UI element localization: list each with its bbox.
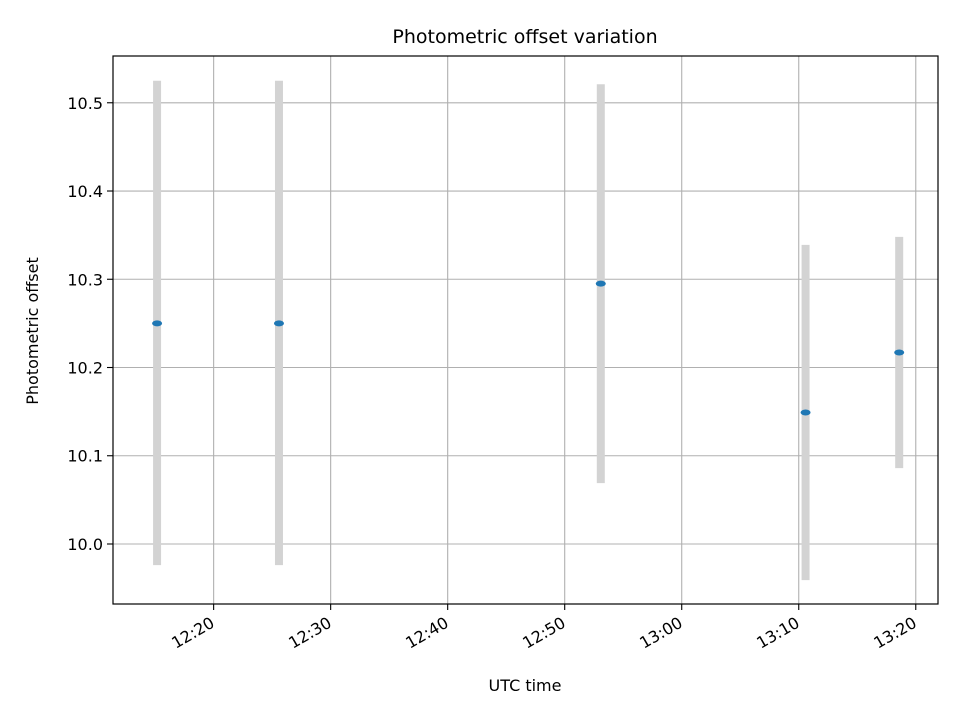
y-tick-label: 10.3 [67,270,103,289]
y-tick-label: 10.5 [67,94,103,113]
data-point [152,320,163,327]
grid [113,56,938,604]
y-tick-label: 10.4 [67,182,103,201]
y-axis-ticks: 10.0 10.1 10.2 10.3 10.4 10.5 [67,94,113,554]
y-axis-label: Photometric offset [23,257,42,405]
plot-frame [112,55,939,605]
y-tick-label: 10.1 [67,447,103,466]
data-point [273,320,284,327]
y-tick-label: 10.2 [67,359,103,378]
data-points [152,280,905,416]
data-point [595,280,606,287]
data-point [800,409,811,416]
y-tick-label: 10.0 [67,535,103,554]
data-point [894,349,905,356]
chart-title: Photometric offset variation [392,26,657,48]
x-axis-label: UTC time [489,676,562,695]
